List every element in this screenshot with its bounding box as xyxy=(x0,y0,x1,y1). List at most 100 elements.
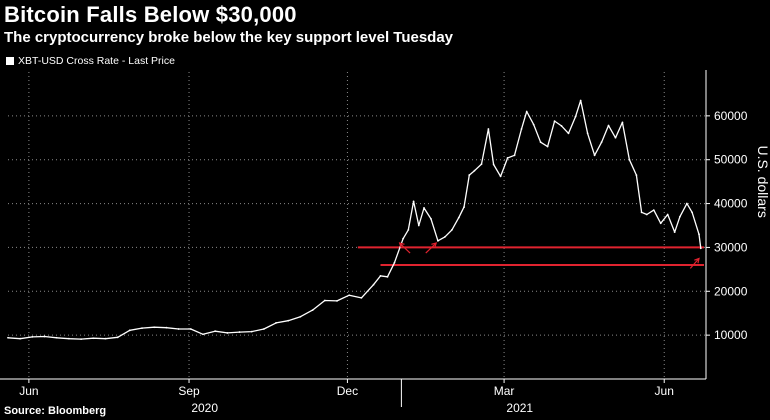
arrow-head xyxy=(694,257,700,264)
price-point xyxy=(659,222,662,225)
price-point xyxy=(450,228,453,231)
arrow-head xyxy=(431,242,438,248)
price-point xyxy=(699,247,702,250)
price-point xyxy=(673,231,676,233)
price-point xyxy=(372,283,375,286)
price-point xyxy=(141,327,143,330)
x-tick-label: Dec xyxy=(337,384,358,398)
price-point xyxy=(586,132,589,135)
price-point xyxy=(250,330,253,333)
price-point xyxy=(579,99,582,102)
arrow-shaft xyxy=(425,242,437,254)
arrow-head xyxy=(398,242,405,248)
x-tick-label: Jun xyxy=(655,384,674,398)
price-point xyxy=(593,154,596,157)
price-point xyxy=(165,326,168,329)
price-point xyxy=(539,141,542,144)
price-point xyxy=(614,136,617,139)
price-point xyxy=(238,331,241,333)
price-point xyxy=(177,328,180,330)
price-point xyxy=(628,158,631,161)
chart-subtitle: The cryptocurrency broke below the key s… xyxy=(4,29,454,46)
gridlines xyxy=(8,72,706,379)
chart-title: Bitcoin Falls Below $30,000 xyxy=(4,2,297,27)
price-point xyxy=(546,145,549,148)
price-point xyxy=(189,328,192,330)
year-label: 2021 xyxy=(506,401,533,415)
price-point xyxy=(214,330,217,333)
price-point xyxy=(487,128,490,130)
price-point xyxy=(532,123,535,126)
price-point xyxy=(600,141,603,144)
price-point xyxy=(463,206,465,208)
price-point xyxy=(31,335,34,338)
price-point xyxy=(80,338,83,340)
axes: 10000 20000 30000 40000 50000 60000 U.S. dolla… xyxy=(0,70,770,415)
price-point xyxy=(407,228,410,231)
price-point xyxy=(652,209,655,212)
annotation-arrow xyxy=(425,242,438,254)
price-point xyxy=(323,299,326,302)
x-tick-label: Sep xyxy=(178,384,200,398)
y-tick-label: 40000 xyxy=(714,197,748,211)
price-point xyxy=(685,202,688,205)
annotation-arrow xyxy=(689,257,700,269)
price-point xyxy=(55,336,58,339)
price-point xyxy=(640,211,643,214)
arrow-shaft xyxy=(399,242,411,254)
price-point xyxy=(299,315,302,318)
price-point xyxy=(492,163,495,166)
x-tick-label: Mar xyxy=(494,384,515,398)
price-point xyxy=(153,326,156,329)
price-point xyxy=(645,213,648,216)
legend-label: XBT-USD Cross Rate - Last Price xyxy=(18,55,175,67)
price-point xyxy=(691,211,693,214)
arrow-shaft xyxy=(689,257,700,269)
price-point xyxy=(311,309,314,312)
price-point xyxy=(7,336,9,339)
price-point xyxy=(348,294,351,297)
y-tick-label: 60000 xyxy=(714,109,748,123)
price-point xyxy=(386,275,389,278)
price-point xyxy=(262,328,265,330)
source-note: Source: Bloomberg xyxy=(4,405,107,417)
annotation-arrows xyxy=(398,242,700,269)
y-tick-label: 10000 xyxy=(714,328,748,342)
price-point xyxy=(621,121,624,124)
price-point xyxy=(635,174,638,176)
price-point xyxy=(698,233,700,236)
x-tick-label: Jun xyxy=(19,384,38,398)
price-point xyxy=(128,329,131,332)
price-point xyxy=(513,154,516,157)
price-point xyxy=(506,157,509,159)
price-point xyxy=(360,296,363,299)
price-point xyxy=(520,128,523,130)
y-tick-label: 20000 xyxy=(714,284,748,298)
price-point xyxy=(553,120,556,123)
price-point xyxy=(430,218,432,220)
price-point xyxy=(412,200,415,203)
price-point xyxy=(19,337,22,340)
price-point xyxy=(104,337,107,340)
price-point xyxy=(473,169,476,172)
price-point xyxy=(423,207,425,209)
price-point xyxy=(68,337,70,340)
series-layer xyxy=(7,99,702,340)
price-point xyxy=(437,239,439,242)
y-axis-label: U.S. dollars xyxy=(755,145,770,217)
price-point xyxy=(457,216,460,219)
price-point xyxy=(226,332,229,334)
price-point xyxy=(393,261,396,264)
price-point xyxy=(92,337,95,340)
price-point xyxy=(666,213,669,216)
price-point xyxy=(678,215,681,218)
year-label: 2020 xyxy=(191,401,218,415)
price-point xyxy=(480,163,483,166)
annotation-arrow xyxy=(398,242,411,254)
price-point xyxy=(336,300,338,302)
price-point xyxy=(275,321,277,324)
price-point xyxy=(287,319,290,322)
price-point xyxy=(444,236,446,238)
